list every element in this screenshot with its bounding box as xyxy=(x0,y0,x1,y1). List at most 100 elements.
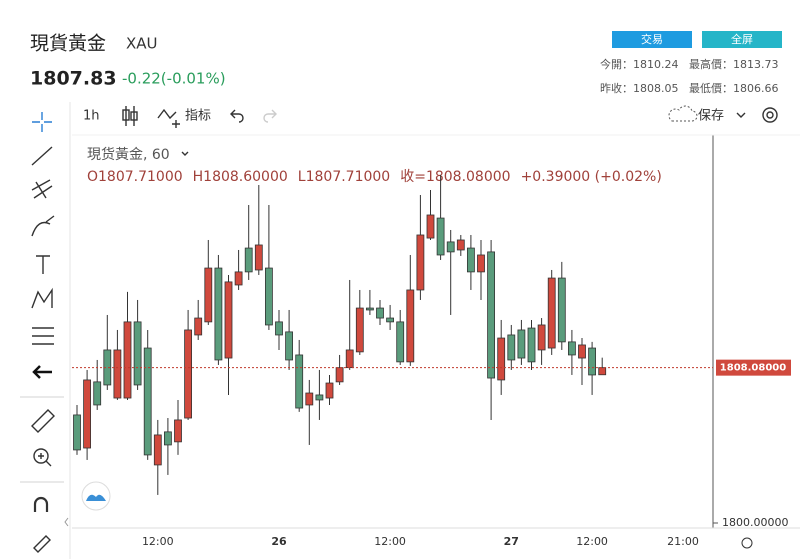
ruler-tool[interactable] xyxy=(31,409,55,433)
pattern-tool[interactable] xyxy=(31,287,53,309)
legend-menu-icon[interactable] xyxy=(181,151,189,156)
candle-body xyxy=(305,392,314,406)
ohlc-close: 收=1808.08000 xyxy=(400,169,510,185)
ohlc-change: +0.39000 (+0.02%) xyxy=(521,169,662,185)
chart-settings-icon[interactable] xyxy=(741,537,753,549)
candle-body xyxy=(406,289,415,363)
measure-lines-tool[interactable] xyxy=(32,327,54,345)
trade-button[interactable] xyxy=(612,31,692,48)
stat-value: 1813.73 xyxy=(733,58,779,71)
candle-body xyxy=(184,329,193,419)
save-menu-icon[interactable] xyxy=(736,112,746,118)
candle-body xyxy=(365,307,374,311)
x-tick-label: 12:00 xyxy=(576,535,608,548)
candle-body xyxy=(83,379,91,449)
legend-title: 現货黃金, 60 xyxy=(87,146,170,163)
change: -0.22(-0.01%) xyxy=(122,70,226,88)
candle-body xyxy=(345,349,354,369)
candle-body xyxy=(547,277,556,349)
candle-body xyxy=(285,331,294,361)
zoom-tool[interactable] xyxy=(33,448,49,464)
candle-body xyxy=(507,334,516,361)
ohlc-high: H1808.60000 xyxy=(193,169,288,185)
zoom-tool-mark xyxy=(38,453,52,467)
cloud-icon[interactable] xyxy=(668,105,698,122)
candle-body xyxy=(214,267,223,361)
trade-button-label[interactable]: 交易 xyxy=(641,32,663,46)
text-tool[interactable] xyxy=(36,255,50,274)
candle-body xyxy=(153,434,162,466)
candle-body xyxy=(527,327,536,363)
logo-icon xyxy=(86,494,106,501)
candle-body xyxy=(174,419,182,443)
candle-body xyxy=(133,321,142,386)
stat-value: 1806.66 xyxy=(733,82,779,95)
y-tick-label: 1800.00000 xyxy=(722,516,788,529)
candle-body xyxy=(537,324,546,351)
stat-label: 今開： xyxy=(600,57,633,71)
candle-body xyxy=(416,234,425,291)
save-button[interactable]: 保存 xyxy=(698,109,724,124)
collapse-icon[interactable] xyxy=(64,517,69,527)
x-tick-label: 21:00 xyxy=(667,535,699,548)
indicator-button[interactable]: 指标 xyxy=(185,109,211,124)
candle-body xyxy=(557,277,566,343)
indicator-icon[interactable] xyxy=(157,108,180,128)
price-label-box xyxy=(716,359,791,376)
candle-body xyxy=(325,382,334,399)
stat-value: 1810.24 xyxy=(633,58,679,71)
candle-body xyxy=(517,329,526,359)
crosshair-tool[interactable] xyxy=(32,112,52,132)
back-tool[interactable] xyxy=(32,365,52,379)
x-tick-label: 26 xyxy=(271,535,287,548)
price-label: 1808.08000 xyxy=(720,363,786,374)
candle-body xyxy=(264,267,273,326)
fullscreen-button-label[interactable]: 全屏 xyxy=(731,32,753,46)
candle-body xyxy=(456,239,465,251)
stat-label: 昨收： xyxy=(600,81,633,95)
candle-body xyxy=(477,254,485,273)
candle-body xyxy=(93,381,102,406)
logo-button[interactable] xyxy=(81,481,111,511)
stat: 最低價：1806.66 xyxy=(689,81,779,95)
candle-body xyxy=(73,414,81,451)
interval[interactable]: 1h xyxy=(83,109,100,124)
ohlc-low: L1807.71000 xyxy=(298,169,390,185)
candle-body xyxy=(163,431,172,446)
candle-body xyxy=(143,347,152,456)
magnet-tool[interactable] xyxy=(33,496,49,512)
stat: 今開：1810.24 xyxy=(600,57,679,71)
x-tick-label: 12:00 xyxy=(374,535,406,548)
tool-column xyxy=(20,102,71,559)
candle-body xyxy=(275,321,283,336)
candle-body xyxy=(194,317,203,336)
settings-icon[interactable] xyxy=(762,107,778,123)
candle-body xyxy=(234,271,243,286)
brush-tool[interactable] xyxy=(31,215,55,237)
price: 1807.83 xyxy=(30,68,117,90)
stat-label: 最低價： xyxy=(689,81,733,95)
candle-body xyxy=(204,267,213,323)
x-tick-label: 12:00 xyxy=(142,535,174,548)
candle-body xyxy=(355,307,364,353)
fullscreen-button[interactable] xyxy=(702,31,782,48)
candle-body xyxy=(497,337,506,381)
candle-body xyxy=(123,321,132,399)
candle-body xyxy=(254,244,263,271)
candle-body xyxy=(446,241,455,253)
candle-body xyxy=(487,251,496,379)
fib-tool[interactable] xyxy=(31,179,53,199)
lock-tool[interactable] xyxy=(33,535,51,553)
redo-icon[interactable] xyxy=(263,109,277,123)
undo-icon[interactable] xyxy=(230,109,244,123)
candle-body xyxy=(588,347,596,376)
candle-icon[interactable] xyxy=(122,106,138,126)
candle-body xyxy=(466,247,475,273)
line-tool[interactable] xyxy=(31,146,53,166)
candle-body xyxy=(244,247,253,273)
candle-body xyxy=(335,367,344,383)
stat: 昨收：1808.05 xyxy=(600,81,679,95)
candle-body xyxy=(426,214,435,239)
candle-body xyxy=(436,217,445,256)
